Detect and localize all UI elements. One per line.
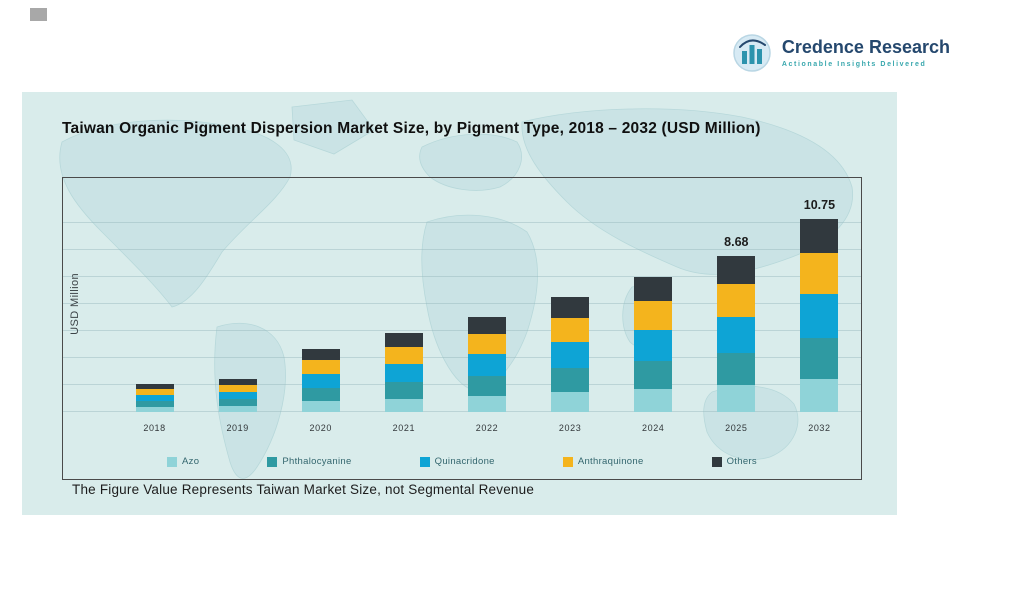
bar-segment-azo (634, 389, 673, 412)
bar-segment-quinacridone (301, 373, 340, 388)
bar-segment-quinacridone (634, 329, 673, 361)
chart-title: Taiwan Organic Pigment Dispersion Market… (62, 120, 761, 137)
legend-label: Quinacridone (434, 456, 495, 467)
bar-segment-quinacridone (717, 316, 756, 353)
bar-2032: 10.75 2032 (800, 196, 839, 433)
legend-swatch-icon (562, 456, 573, 467)
bar-segment-azo (135, 407, 174, 412)
bar-segment-quinacridone (384, 363, 423, 382)
bar-2022: 2022 (467, 196, 506, 433)
x-axis-label: 2018 (143, 423, 166, 433)
logo-name: Credence Research (781, 37, 950, 58)
bar-segment-phthalocyanine (634, 360, 673, 389)
corner-mark (30, 8, 47, 21)
x-axis-label: 2020 (309, 423, 332, 433)
legend-item-phthalocyanine: Phthalocyanine (267, 456, 351, 467)
bar-segment-others (301, 349, 340, 361)
bar-segment-azo (384, 398, 423, 412)
bar-segment-quinacridone (467, 353, 506, 376)
legend-swatch-icon (711, 456, 722, 467)
chart-panel: Taiwan Organic Pigment Dispersion Market… (22, 92, 897, 515)
x-axis-label: 2019 (226, 423, 249, 433)
legend-item-others: Others (711, 456, 757, 467)
bar-segment-anthraquinone (467, 333, 506, 354)
legend-item-anthraquinone: Anthraquinone (562, 456, 644, 467)
legend-label: Azo (182, 456, 200, 467)
legend-item-quinacridone: Quinacridone (419, 456, 495, 467)
bar-segment-others (634, 276, 673, 302)
bar-segment-phthalocyanine (717, 352, 756, 386)
bar-segment-anthraquinone (301, 360, 340, 374)
bar-chart-in-circle-icon (733, 34, 771, 72)
logo: Credence Research Actionable Insights De… (731, 32, 950, 74)
x-axis-label: 2024 (641, 423, 665, 433)
bar-segment-others (467, 316, 506, 334)
bar-2020: 2020 (301, 196, 340, 433)
bar-2023: 2023 (551, 196, 590, 433)
x-axis-label: 2025 (725, 423, 748, 433)
bar-2019: 2019 (218, 196, 257, 433)
bar-2025: 8.68 2025 (717, 196, 756, 433)
bar-segment-anthraquinone (717, 283, 756, 317)
bar-segment-phthalocyanine (384, 381, 423, 399)
bar-segment-azo (800, 379, 839, 412)
x-axis-label: 2021 (392, 423, 416, 433)
bar-total-label: 10.75 (803, 197, 836, 212)
bar-segment-phthalocyanine (135, 401, 174, 407)
bar-segment-phthalocyanine (800, 338, 839, 380)
world-map-watermark-icon (59, 99, 854, 479)
legend-swatch-icon (419, 456, 430, 467)
legend: Azo Phthalocyanine Quinacridone Anthraquino… (63, 456, 861, 467)
x-axis-label: 2022 (475, 423, 499, 433)
bar-segment-others (135, 384, 174, 390)
bar-segment-phthalocyanine (551, 368, 590, 393)
y-axis-label: USD Million (69, 196, 81, 412)
bar-segment-phthalocyanine (301, 387, 340, 402)
bar-segment-others (218, 378, 257, 385)
bar-segment-others (717, 255, 756, 284)
bar-segment-quinacridone (551, 341, 590, 369)
bar-total-label: 8.68 (724, 234, 749, 249)
bar-2021: 2021 (384, 196, 423, 433)
logo-text: Credence Research Actionable Insights De… (781, 37, 950, 68)
bar-segment-azo (218, 406, 257, 412)
bar-segment-azo (467, 395, 506, 412)
bar-segment-quinacridone (218, 391, 257, 400)
legend-swatch-icon (167, 456, 178, 467)
bar-segment-anthraquinone (135, 389, 174, 395)
legend-label: Phthalocyanine (282, 456, 352, 467)
legend-label: Others (726, 456, 757, 467)
logo-tagline: Actionable Insights Delivered (781, 60, 927, 68)
bar-2018: 2018 (135, 196, 174, 433)
bar-segment-others (551, 296, 590, 318)
bar-segment-azo (717, 385, 756, 412)
bar-segment-phthalocyanine (218, 399, 257, 407)
bar-segment-anthraquinone (384, 347, 423, 364)
bar-segment-quinacridone (800, 293, 839, 339)
legend-swatch-icon (267, 456, 278, 467)
y-axis-label-text: USD Million (69, 273, 81, 335)
bar-segment-azo (551, 392, 590, 412)
bar-segment-phthalocyanine (467, 375, 506, 396)
bar-segment-anthraquinone (634, 301, 673, 330)
plot-area: 2018 2019 2020 2021 2022 2023 2024 8.68 2025 10.7… (63, 196, 861, 433)
bar-segment-anthraquinone (218, 384, 257, 392)
footnote: The Figure Value Represents Taiwan Marke… (72, 482, 535, 497)
bar-segment-anthraquinone (800, 253, 839, 294)
bar-segment-azo (301, 401, 340, 412)
legend-item-azo: Azo (167, 456, 199, 467)
bar-segment-quinacridone (135, 394, 174, 402)
chart-box: USD Million 2018 2019 2020 2021 2022 2023 2024… (62, 177, 862, 480)
bar-segment-anthraquinone (551, 317, 590, 342)
bar-2024: 2024 (634, 196, 673, 433)
bar-segment-others (384, 332, 423, 348)
legend-label: Anthraquinone (577, 456, 644, 467)
x-axis-label: 2023 (558, 423, 582, 433)
x-axis-label: 2032 (808, 423, 831, 433)
bar-segment-others (800, 218, 839, 254)
